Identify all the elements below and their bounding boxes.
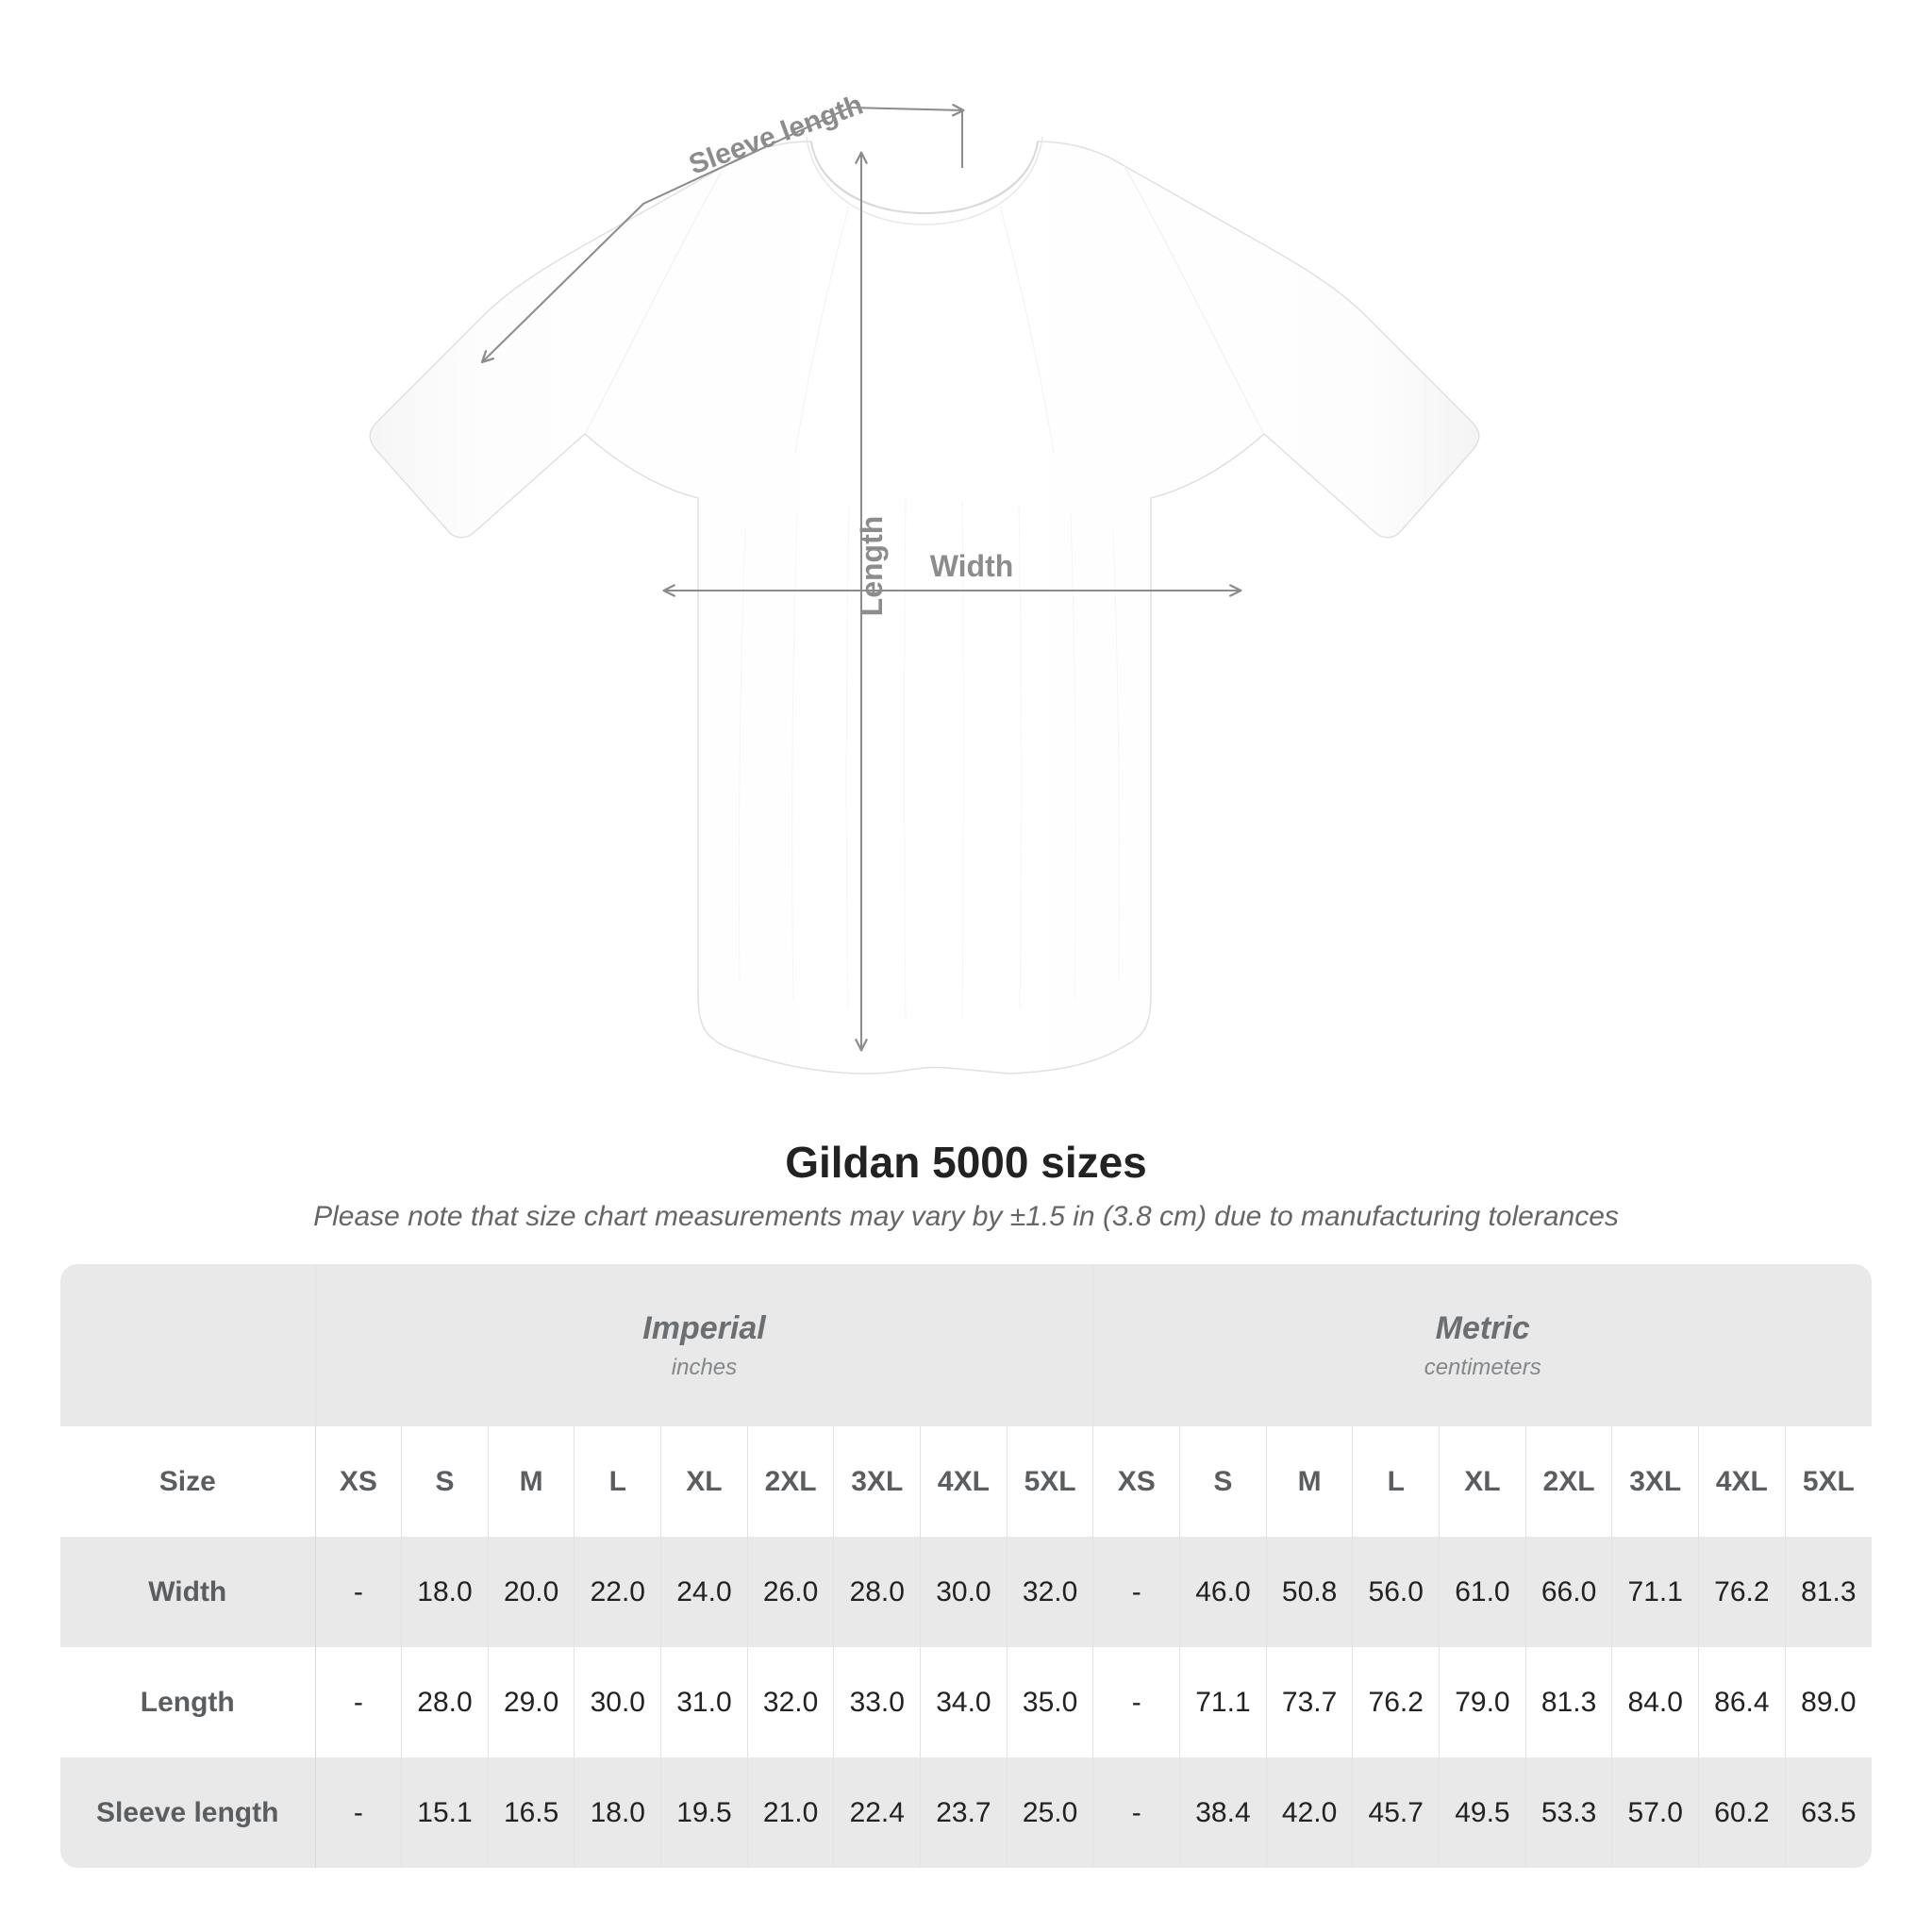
svg-text:Length: Length [855, 516, 889, 617]
svg-text:Width: Width [930, 549, 1014, 583]
